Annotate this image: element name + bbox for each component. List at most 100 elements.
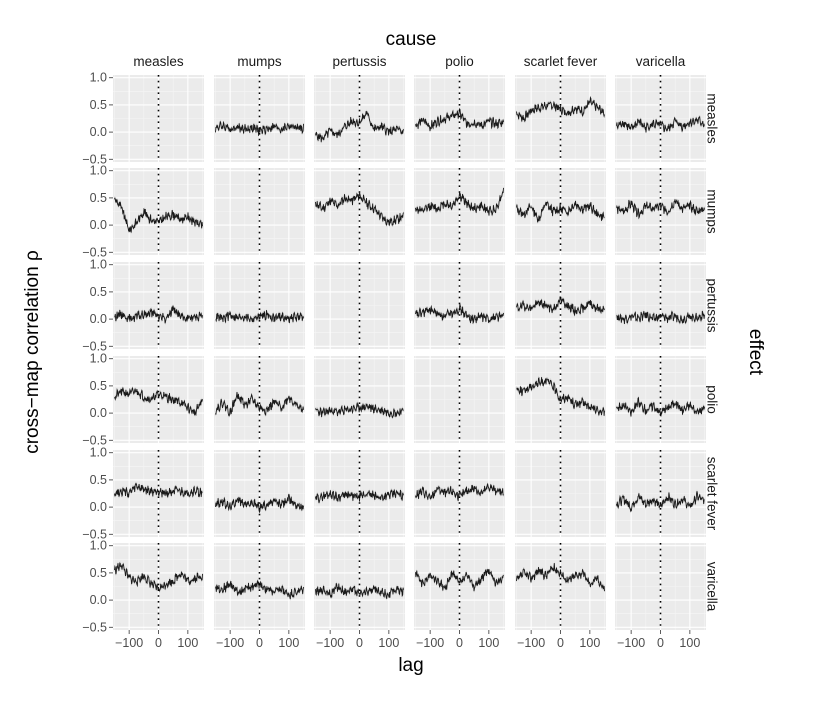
- panel: [414, 168, 505, 255]
- strip-label-effect: measles: [705, 93, 720, 144]
- panel: [314, 168, 405, 255]
- y-tick-label: 0.5: [90, 379, 107, 393]
- strip-label-cause: polio: [445, 54, 474, 69]
- x-tick-label: 100: [478, 636, 499, 650]
- series-line: [616, 310, 705, 325]
- x-tick-label: 100: [278, 636, 299, 650]
- confidence-band: [616, 197, 705, 220]
- series-line: [215, 391, 304, 417]
- x-tick-label: −100: [216, 636, 244, 650]
- series-line: [315, 489, 404, 504]
- panel: [515, 450, 606, 537]
- y-tick-label: 0.5: [90, 566, 107, 580]
- y-tick-label: 0.0: [90, 312, 107, 326]
- x-tick-label: −100: [617, 636, 645, 650]
- x-tick-label: −100: [517, 636, 545, 650]
- y-tick-label: 0.0: [90, 500, 107, 514]
- series-line: [315, 192, 404, 226]
- confidence-band: [516, 294, 605, 317]
- series-line: [516, 563, 605, 592]
- panel: [314, 543, 405, 630]
- x-tick-label: 0: [256, 636, 263, 650]
- series-line: [415, 108, 504, 132]
- y-tick-label: 0.0: [90, 125, 107, 139]
- y-tick-label: 0.5: [90, 473, 107, 487]
- strip-label-effect: mumps: [705, 189, 720, 234]
- panel: [515, 356, 606, 443]
- panel: [113, 75, 204, 162]
- series-line: [215, 579, 304, 600]
- x-tick-label: 100: [579, 636, 600, 650]
- confidence-band: [215, 492, 304, 514]
- y-tick-label: −0.5: [82, 339, 107, 353]
- x-tick-label: 0: [356, 636, 363, 650]
- series-line: [415, 482, 504, 502]
- panel: [414, 450, 505, 537]
- series-line: [415, 568, 504, 592]
- x-tick-label: 0: [557, 636, 564, 650]
- y-tick-label: 0.5: [90, 285, 107, 299]
- panel: [414, 75, 505, 162]
- panel: [414, 543, 505, 630]
- series-line: [616, 115, 705, 133]
- panel: [414, 262, 505, 349]
- panel: [615, 543, 706, 630]
- x-tick-label: 0: [657, 636, 664, 650]
- y-tick-label: 1.0: [90, 164, 107, 178]
- panel: [113, 356, 204, 443]
- panel: [314, 75, 405, 162]
- y-tick-label: 1.0: [90, 258, 107, 272]
- strip-label-cause: measles: [133, 54, 184, 69]
- series-line: [114, 483, 203, 498]
- panel: [515, 75, 606, 162]
- series-line: [616, 199, 705, 220]
- panel: [615, 450, 706, 537]
- panel: [214, 450, 305, 537]
- strip-label-cause: pertussis: [332, 54, 386, 69]
- y-tick-label: 1.0: [90, 539, 107, 553]
- panel: [615, 262, 706, 349]
- panel: [314, 450, 405, 537]
- y-tick-label: −0.5: [82, 245, 107, 259]
- y-tick-label: 1.0: [90, 71, 107, 85]
- strip-label-effect: varicella: [705, 562, 720, 612]
- series-line: [114, 197, 203, 233]
- strip-label-cause: scarlet fever: [524, 54, 598, 69]
- panel: [515, 168, 606, 255]
- y-tick-label: −0.5: [82, 433, 107, 447]
- series-line: [516, 96, 605, 123]
- y-tick-label: 1.0: [90, 446, 107, 460]
- x-tick-label: 0: [456, 636, 463, 650]
- confidence-band: [114, 303, 203, 326]
- strip-label-effect: pertussis: [705, 278, 720, 332]
- panel: [314, 356, 405, 443]
- series-line: [215, 493, 304, 514]
- series-line: [315, 402, 404, 419]
- panel: [615, 168, 706, 255]
- x-tick-label: 100: [177, 636, 198, 650]
- panel: [113, 450, 204, 537]
- panel: [615, 356, 706, 443]
- x-axis-title: lag: [398, 655, 423, 676]
- series-line: [315, 583, 404, 599]
- x-tick-label: −100: [316, 636, 344, 650]
- x-tick-label: 100: [679, 636, 700, 650]
- y-tick-label: −0.5: [82, 620, 107, 634]
- facet-right-title: effect: [745, 329, 766, 376]
- y-tick-label: 0.5: [90, 98, 107, 112]
- y-tick-label: 1.0: [90, 352, 107, 366]
- strip-label-cause: mumps: [237, 54, 282, 69]
- series-line: [114, 305, 203, 324]
- panel: [314, 262, 405, 349]
- y-tick-label: −0.5: [82, 152, 107, 166]
- strip-label-effect: polio: [705, 385, 720, 414]
- confidence-band: [315, 191, 404, 228]
- series-line: [516, 296, 605, 317]
- panel: [615, 75, 706, 162]
- series-line: [415, 303, 504, 325]
- x-tick-label: −100: [416, 636, 444, 650]
- series-line: [516, 200, 605, 223]
- series-line: [114, 562, 203, 592]
- x-tick-label: −100: [115, 636, 143, 650]
- panel: [214, 356, 305, 443]
